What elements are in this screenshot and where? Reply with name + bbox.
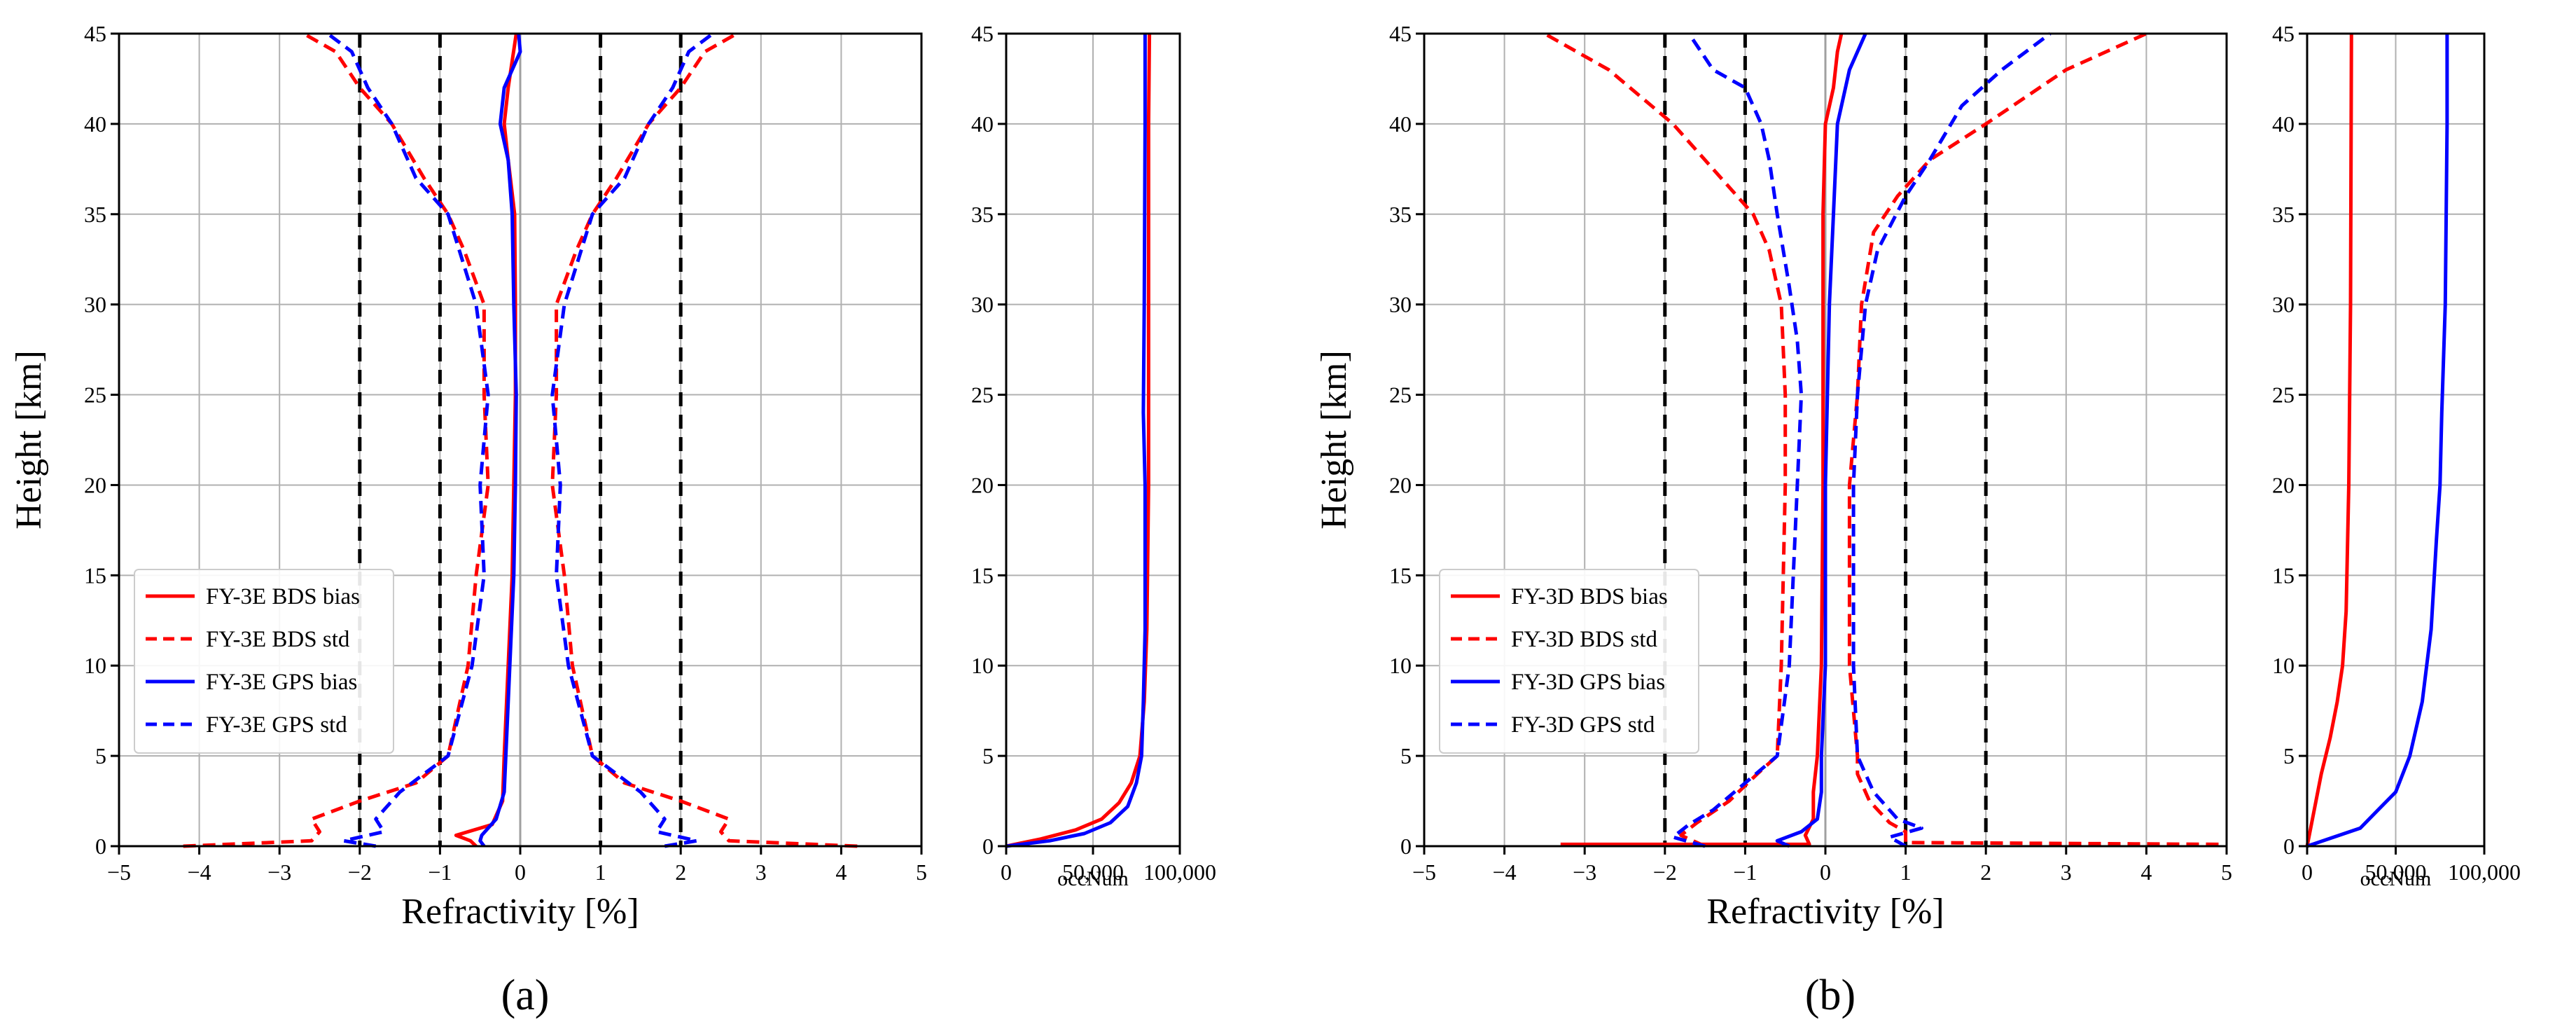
legend-label: FY-3E GPS std xyxy=(206,712,347,738)
y-axis-title: Height [km] xyxy=(9,350,49,530)
x-tick-label: 4 xyxy=(2140,859,2152,885)
y-tick-label: 10 xyxy=(2272,653,2295,678)
y-tick-label: 15 xyxy=(1389,562,1412,588)
x-tick-label: 0 xyxy=(2302,859,2313,885)
series-line-0 xyxy=(2307,34,2351,846)
x-tick-label: 0 xyxy=(1001,859,1012,885)
y-tick-label: 20 xyxy=(971,472,994,497)
y-tick-label: 10 xyxy=(1389,653,1412,678)
x-axis-title: Refractivity [%] xyxy=(401,892,639,932)
y-tick-label: 25 xyxy=(84,382,106,408)
y-tick-label: 25 xyxy=(1389,382,1412,408)
y-tick-label: 10 xyxy=(84,653,106,678)
x-tick-label: −4 xyxy=(188,859,211,885)
y-tick-label: 20 xyxy=(84,472,106,497)
y-tick-label: 45 xyxy=(1389,21,1412,46)
series-line-2 xyxy=(480,34,520,846)
x-axis-title: occNum xyxy=(1057,867,1129,890)
y-tick-label: 30 xyxy=(971,292,994,317)
x-tick-label: −1 xyxy=(428,859,452,885)
x-tick-label: 100,000 xyxy=(1143,859,1216,885)
x-tick-label: −3 xyxy=(1573,859,1596,885)
y-tick-label: 5 xyxy=(982,743,994,768)
y-tick-label: 45 xyxy=(971,21,994,46)
y-tick-label: 0 xyxy=(2283,834,2295,859)
y-tick-label: 25 xyxy=(971,382,994,408)
panel-a-refractivity: −5 −4 −3 −2 −1 0 1 2 3 4 5051015202530354045Refrac… xyxy=(9,21,927,932)
y-tick-label: 35 xyxy=(971,202,994,227)
legend-label: FY-3E BDS bias xyxy=(206,584,360,609)
y-tick-label: 45 xyxy=(84,21,106,46)
x-tick-label: 1 xyxy=(1900,859,1912,885)
x-tick-label: −2 xyxy=(1653,859,1677,885)
y-tick-label: 35 xyxy=(2272,202,2295,227)
y-tick-label: 30 xyxy=(2272,292,2295,317)
y-tick-label: 40 xyxy=(2272,111,2295,137)
y-tick-label: 0 xyxy=(1400,834,1412,859)
y-tick-label: 45 xyxy=(2272,21,2295,46)
x-tick-label: 0 xyxy=(515,859,526,885)
y-tick-label: 10 xyxy=(971,653,994,678)
y-axis-title: Height [km] xyxy=(1314,350,1354,530)
legend-label: FY-3D BDS std xyxy=(1511,627,1658,652)
x-tick-label: 3 xyxy=(2061,859,2072,885)
x-tick-label: −3 xyxy=(267,859,291,885)
y-tick-label: 35 xyxy=(1389,202,1412,227)
y-tick-label: 40 xyxy=(971,111,994,137)
x-tick-label: −1 xyxy=(1733,859,1757,885)
y-tick-label: 40 xyxy=(84,111,106,137)
y-tick-label: 15 xyxy=(2272,562,2295,588)
series-line-1 xyxy=(2307,34,2447,846)
y-tick-label: 5 xyxy=(1400,743,1412,768)
series-line-0 xyxy=(1006,34,1150,846)
y-tick-label: 30 xyxy=(84,292,106,317)
x-tick-label: −5 xyxy=(1412,859,1436,885)
x-tick-label: −2 xyxy=(348,859,372,885)
x-tick-label: 100,000 xyxy=(2448,859,2521,885)
x-tick-label: 0 xyxy=(1820,859,1831,885)
series-line-3 xyxy=(552,34,713,846)
y-tick-label: 25 xyxy=(2272,382,2295,408)
y-tick-label: 15 xyxy=(971,562,994,588)
figure: −5 −4 −3 −2 −1 0 1 2 3 4 5051015202530354045Refrac… xyxy=(0,0,2576,1036)
y-tick-label: 30 xyxy=(1389,292,1412,317)
series-line-5 xyxy=(1853,34,2050,846)
y-tick-label: 15 xyxy=(84,562,106,588)
y-tick-label: 0 xyxy=(982,834,994,859)
y-tick-label: 40 xyxy=(1389,111,1412,137)
x-axis-title: Refractivity [%] xyxy=(1706,892,1944,932)
panel-b-occnum: 0 50,000 100,000 0 5 10 15 20 25 30 35 40 45 occNum xyxy=(2272,21,2521,890)
y-tick-label: 35 xyxy=(84,202,106,227)
panel-b-label: (b) xyxy=(1805,972,1856,1019)
series-line-1 xyxy=(1006,34,1145,846)
y-tick-label: 20 xyxy=(2272,472,2295,497)
legend-label: FY-3E GPS bias xyxy=(206,670,357,695)
legend-label: FY-3D BDS bias xyxy=(1511,584,1668,609)
series-line-1 xyxy=(552,34,858,846)
x-axis-title: occNum xyxy=(2360,867,2432,890)
legend-label: FY-3D GPS bias xyxy=(1511,670,1665,695)
y-tick-label: 5 xyxy=(95,743,106,768)
y-tick-label: 0 xyxy=(95,834,106,859)
x-tick-label: 2 xyxy=(675,859,686,885)
legend-label: FY-3D GPS std xyxy=(1511,712,1655,738)
x-tick-label: 5 xyxy=(2221,859,2232,885)
x-tick-label: 5 xyxy=(916,859,927,885)
panel-a-occnum: 0 50,000 100,000 0 5 10 15 20 25 30 35 40 45 occNum xyxy=(971,21,1216,890)
legend-label: FY-3E BDS std xyxy=(206,627,350,652)
y-tick-label: 20 xyxy=(1389,472,1412,497)
panel-a-label: (a) xyxy=(501,972,550,1019)
panel-b-refractivity: −5 −4 −3 −2 −1 0 1 2 3 4 5051015202530354045Refrac… xyxy=(1314,21,2232,932)
y-tick-label: 5 xyxy=(2283,743,2295,768)
x-tick-label: −5 xyxy=(107,859,131,885)
x-tick-label: 3 xyxy=(756,859,767,885)
x-tick-label: 2 xyxy=(1980,859,1991,885)
x-tick-label: −4 xyxy=(1493,859,1517,885)
x-tick-label: 1 xyxy=(595,859,606,885)
x-tick-label: 4 xyxy=(835,859,847,885)
